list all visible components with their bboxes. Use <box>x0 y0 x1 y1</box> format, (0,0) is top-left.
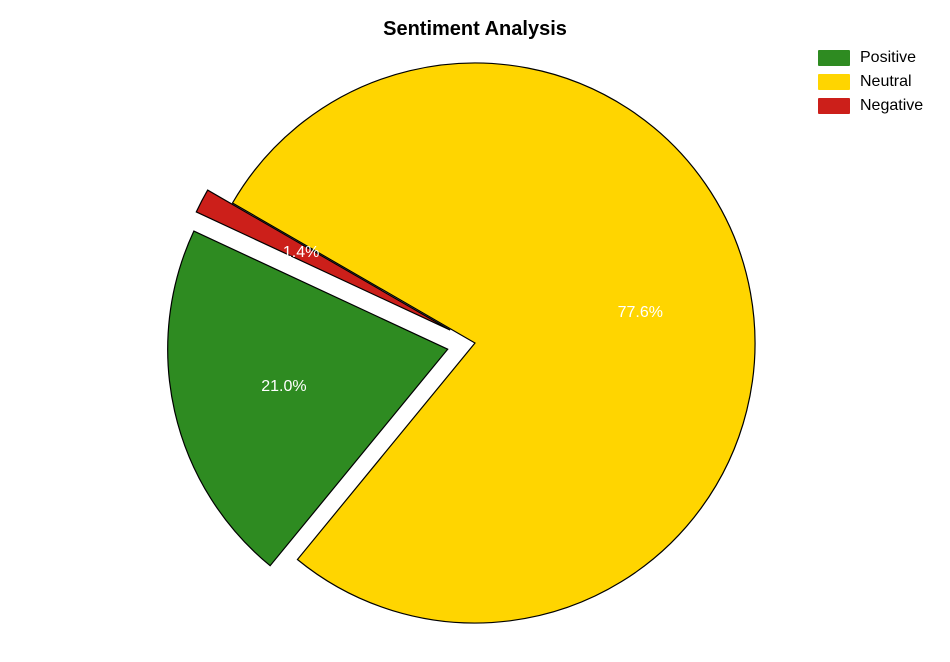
slice-label-neutral: 77.6% <box>618 304 663 321</box>
sentiment-pie-chart: Sentiment Analysis 21.0%77.6%1.4% Positi… <box>0 0 950 662</box>
legend-swatch <box>818 50 850 66</box>
legend-label: Positive <box>860 49 916 67</box>
legend-swatch <box>818 98 850 114</box>
legend-row: Negative <box>818 96 923 116</box>
legend-label: Negative <box>860 97 923 115</box>
legend-label: Neutral <box>860 73 912 91</box>
legend-row: Positive <box>818 48 923 68</box>
slice-label-negative: 1.4% <box>283 244 319 261</box>
legend-row: Neutral <box>818 72 923 92</box>
pie-svg: 21.0% 77.6% 1.4% <box>0 0 950 662</box>
slice-label-positive: 21.0% <box>261 378 306 395</box>
legend-swatch <box>818 74 850 90</box>
legend: Positive Neutral Negative <box>818 48 923 120</box>
